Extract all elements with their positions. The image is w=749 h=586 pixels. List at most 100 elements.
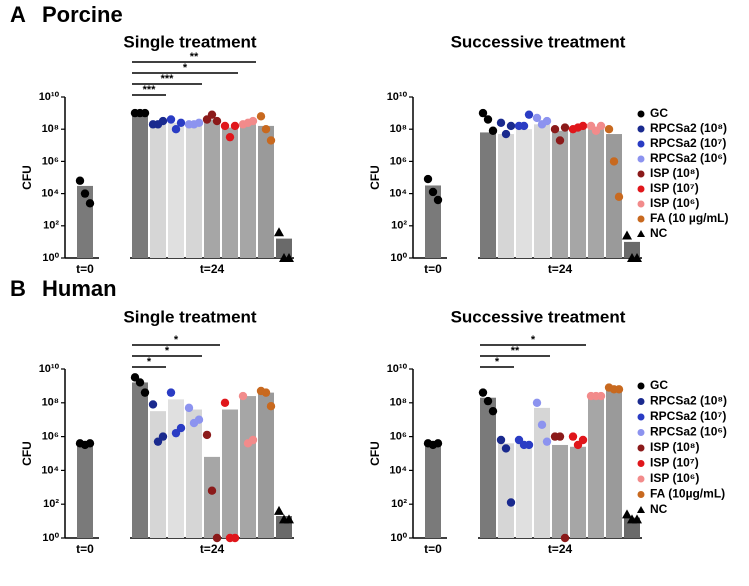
point	[207, 486, 217, 495]
bar	[258, 392, 274, 538]
significance-label: ***	[161, 73, 175, 85]
legend-label: ISP (10⁶)	[650, 471, 699, 485]
bar	[150, 122, 166, 258]
bar	[222, 127, 238, 258]
significance-label: ***	[143, 84, 157, 96]
point	[555, 136, 565, 145]
panel-title: Porcine	[42, 2, 123, 27]
significance-label: *	[183, 62, 188, 74]
point	[609, 157, 619, 166]
point	[176, 118, 186, 127]
legend-label: ISP (10⁸)	[650, 166, 699, 180]
bar	[168, 399, 184, 538]
legend-marker	[637, 444, 645, 452]
point	[171, 125, 181, 134]
bar	[606, 389, 622, 538]
legend-marker	[637, 110, 645, 118]
point	[284, 253, 294, 262]
x-tick-label: t=0	[424, 262, 442, 276]
point	[488, 126, 498, 135]
point	[532, 398, 542, 407]
bar	[150, 411, 166, 538]
panel-title: Human	[42, 276, 117, 301]
significance-label: *	[165, 345, 170, 357]
y-axis-label: CFU	[20, 165, 34, 190]
legend-marker	[637, 429, 645, 436]
point	[542, 437, 552, 446]
point	[176, 423, 186, 433]
point	[632, 253, 642, 262]
point	[261, 125, 271, 134]
y-tick-label: 10⁰	[390, 252, 407, 264]
point	[568, 432, 578, 441]
significance-label: *	[495, 356, 500, 368]
point	[207, 110, 217, 119]
bar	[570, 446, 586, 538]
chart-title: Successive treatment	[451, 32, 626, 51]
point	[274, 505, 284, 515]
point	[578, 121, 588, 131]
point	[230, 533, 240, 543]
bar	[77, 444, 93, 538]
point	[614, 385, 624, 394]
bar	[552, 444, 568, 538]
bar	[132, 382, 148, 538]
chart-title: Successive treatment	[451, 307, 626, 326]
y-tick-label: 10¹⁰	[39, 363, 60, 375]
significance-label: **	[190, 51, 199, 63]
point	[596, 391, 606, 401]
point	[256, 112, 266, 121]
x-tick-label: t=0	[76, 542, 94, 556]
point	[248, 116, 258, 126]
legend-marker	[637, 185, 645, 193]
point	[532, 113, 542, 123]
x-tick-label: t=24	[200, 542, 225, 556]
y-tick-label: 10²	[43, 220, 59, 232]
bar	[240, 396, 256, 538]
bar	[240, 124, 256, 258]
x-tick-label: t=0	[424, 542, 442, 556]
point	[423, 174, 433, 184]
legend-marker	[637, 398, 645, 405]
bar	[552, 130, 568, 258]
panel-letter: B	[10, 276, 26, 301]
y-axis-label: CFU	[20, 441, 34, 466]
legend-marker	[637, 155, 645, 163]
y-tick-label: 10¹⁰	[387, 91, 408, 103]
legend-label: FA (10µg/mL)	[650, 487, 725, 501]
bar	[425, 444, 441, 538]
point	[148, 400, 158, 409]
y-tick-label: 10⁸	[390, 397, 407, 409]
point	[85, 439, 95, 448]
chart-title: Single treatment	[123, 32, 257, 51]
bar	[222, 409, 238, 538]
x-tick-label: t=24	[548, 542, 573, 556]
y-tick-label: 10⁸	[390, 123, 407, 135]
legend-marker	[637, 200, 645, 208]
bar	[132, 113, 148, 258]
bar	[516, 443, 532, 538]
legend-marker	[637, 491, 645, 498]
point	[266, 136, 276, 145]
bar	[186, 409, 202, 538]
point	[519, 121, 529, 131]
y-tick-label: 10²	[391, 220, 407, 232]
point	[560, 123, 570, 132]
legend-marker	[637, 125, 645, 133]
point	[614, 192, 624, 202]
y-axis-label: CFU	[368, 441, 382, 466]
legend-label: GC	[650, 106, 668, 120]
point	[135, 378, 145, 387]
point	[220, 398, 230, 407]
bar	[588, 129, 604, 258]
significance-label: *	[174, 334, 179, 346]
point	[225, 132, 235, 142]
point	[194, 118, 204, 127]
legend-marker	[637, 215, 645, 223]
bar	[186, 125, 202, 258]
legend-marker	[637, 170, 645, 178]
legend-label: RPCSa2 (10⁷)	[650, 409, 726, 423]
point	[248, 435, 258, 445]
y-tick-label: 10⁸	[42, 123, 59, 135]
